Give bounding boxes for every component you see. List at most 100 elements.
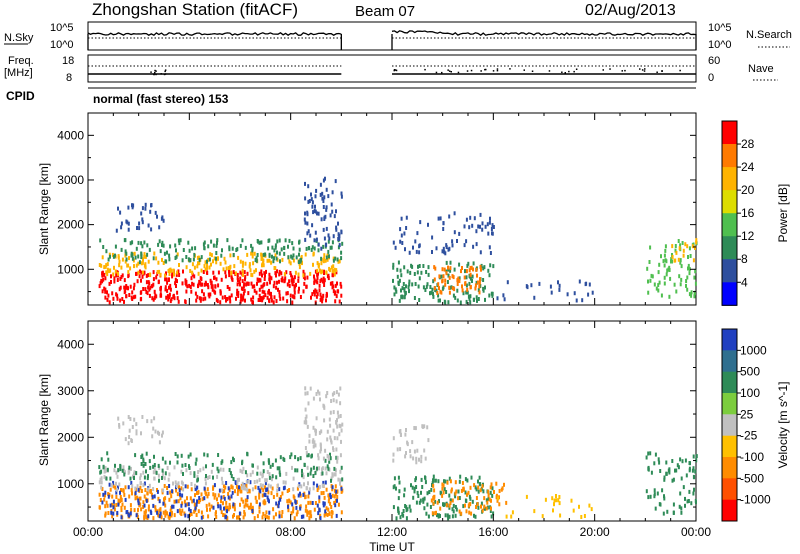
data-cell bbox=[294, 455, 297, 460]
data-cell bbox=[437, 293, 440, 298]
data-cell bbox=[335, 294, 338, 299]
data-cell bbox=[177, 499, 180, 504]
nave-dot bbox=[621, 70, 623, 72]
data-cell bbox=[171, 274, 174, 279]
data-cell bbox=[304, 391, 307, 396]
data-cell bbox=[107, 492, 110, 497]
data-cell bbox=[649, 494, 652, 499]
data-cell bbox=[323, 283, 326, 287]
data-cell bbox=[278, 269, 281, 274]
colorbar-tick-label: -500 bbox=[740, 471, 764, 485]
data-cell bbox=[340, 284, 343, 289]
data-cell bbox=[477, 485, 480, 490]
data-cell bbox=[304, 417, 307, 421]
data-cell bbox=[418, 457, 420, 462]
data-cell bbox=[127, 274, 130, 279]
data-cell bbox=[435, 288, 438, 293]
data-cell bbox=[427, 265, 430, 270]
data-cell bbox=[410, 263, 413, 268]
data-cell bbox=[310, 197, 313, 202]
data-cell bbox=[320, 491, 323, 496]
data-cell bbox=[173, 296, 176, 301]
data-cell bbox=[184, 463, 187, 467]
data-cell bbox=[291, 282, 294, 287]
data-cell bbox=[495, 481, 498, 486]
data-cell bbox=[440, 274, 443, 279]
power-y-label: Slant Range [km] bbox=[37, 163, 51, 255]
data-cell bbox=[682, 485, 685, 490]
y-tick-label: 4000 bbox=[57, 128, 84, 142]
data-cell bbox=[298, 252, 300, 257]
data-cell bbox=[220, 499, 222, 504]
data-cell bbox=[265, 269, 267, 274]
data-cell bbox=[414, 239, 417, 244]
data-cell bbox=[448, 493, 451, 498]
data-cell bbox=[234, 271, 237, 276]
data-cell bbox=[464, 269, 466, 274]
data-cell bbox=[452, 275, 455, 280]
data-cell bbox=[490, 482, 493, 487]
data-cell bbox=[224, 506, 227, 511]
data-cell bbox=[323, 271, 325, 275]
data-cell bbox=[249, 480, 252, 485]
data-cell bbox=[228, 496, 231, 501]
data-cell bbox=[105, 476, 108, 481]
data-cell bbox=[251, 300, 254, 304]
data-cell bbox=[692, 474, 695, 479]
data-cell bbox=[207, 491, 210, 496]
data-cell bbox=[283, 246, 286, 250]
data-cell bbox=[155, 470, 158, 475]
data-cell bbox=[456, 239, 458, 243]
data-cell bbox=[194, 461, 197, 466]
data-cell bbox=[340, 256, 343, 261]
data-cell bbox=[335, 399, 338, 404]
data-cell bbox=[205, 503, 208, 508]
data-cell bbox=[203, 496, 206, 501]
data-cell bbox=[333, 214, 336, 219]
data-cell bbox=[447, 265, 449, 270]
data-cell bbox=[305, 486, 308, 491]
data-cell bbox=[333, 488, 336, 493]
nave-dot bbox=[466, 70, 469, 72]
data-cell bbox=[158, 440, 161, 445]
data-cell bbox=[663, 496, 666, 501]
data-cell bbox=[429, 505, 432, 509]
data-cell bbox=[322, 259, 325, 264]
data-cell bbox=[491, 486, 494, 491]
data-cell bbox=[324, 458, 327, 463]
data-cell bbox=[323, 418, 326, 423]
data-cell bbox=[525, 494, 528, 499]
data-cell bbox=[695, 238, 698, 243]
data-cell bbox=[314, 443, 317, 448]
data-cell bbox=[208, 475, 211, 479]
data-cell bbox=[135, 513, 138, 518]
data-cell bbox=[329, 410, 332, 415]
data-cell bbox=[403, 487, 406, 492]
data-cell bbox=[231, 246, 234, 251]
data-cell bbox=[434, 478, 437, 483]
data-cell bbox=[244, 298, 246, 303]
data-cell bbox=[458, 276, 461, 281]
data-cell bbox=[306, 391, 309, 396]
data-cell bbox=[325, 226, 328, 231]
data-cell bbox=[432, 291, 434, 296]
data-cell bbox=[249, 502, 252, 507]
data-cell bbox=[533, 295, 536, 300]
data-cell bbox=[456, 288, 459, 293]
data-cell bbox=[174, 277, 177, 282]
data-cell bbox=[448, 214, 451, 219]
data-cell bbox=[275, 285, 278, 290]
data-cell bbox=[686, 287, 689, 292]
data-cell bbox=[251, 251, 254, 256]
data-cell bbox=[124, 497, 127, 502]
data-cell bbox=[400, 216, 403, 221]
data-cell bbox=[187, 514, 190, 519]
data-cell bbox=[278, 251, 281, 256]
data-cell bbox=[161, 215, 164, 220]
data-cell bbox=[281, 510, 284, 514]
data-cell bbox=[674, 244, 677, 248]
data-cell bbox=[330, 245, 333, 250]
data-cell bbox=[394, 245, 397, 250]
data-cell bbox=[332, 446, 334, 451]
data-cell bbox=[272, 284, 275, 289]
